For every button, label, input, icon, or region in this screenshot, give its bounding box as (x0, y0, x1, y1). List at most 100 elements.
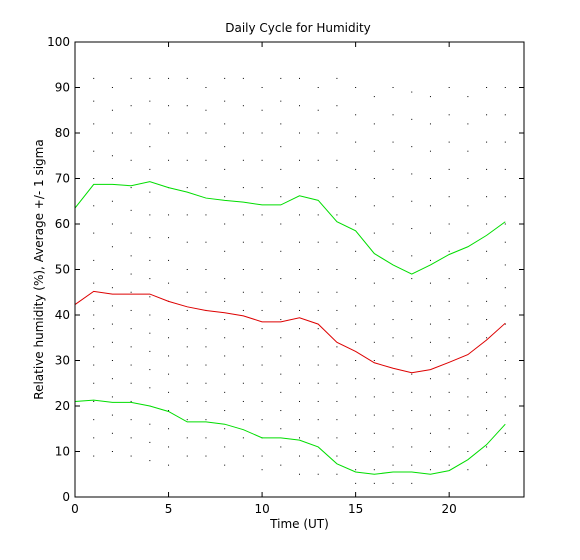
scatter-point (224, 123, 226, 125)
scatter-point (355, 451, 357, 452)
scatter-point (149, 168, 151, 170)
scatter-point (299, 328, 300, 330)
scatter-point (186, 159, 188, 161)
scatter-point (429, 396, 431, 398)
y-tick-label: 0 (62, 490, 70, 504)
scatter-point (242, 328, 244, 330)
scatter-point (205, 346, 207, 348)
scatter-point (280, 319, 282, 321)
scatter-point (486, 168, 488, 170)
scatter-point (467, 323, 469, 325)
scatter-point (411, 228, 413, 230)
scatter-point (261, 346, 263, 348)
scatter-point (467, 96, 469, 98)
scatter-point (186, 400, 188, 402)
scatter-point (261, 364, 263, 366)
scatter-point (317, 455, 319, 457)
scatter-point (242, 269, 244, 270)
x-tick-label: 15 (348, 502, 363, 516)
scatter-point (392, 355, 394, 357)
scatter-point (504, 305, 506, 307)
scatter-point (504, 264, 506, 266)
scatter-point (168, 105, 170, 107)
scatter-point (411, 300, 413, 302)
scatter-point (411, 428, 413, 430)
scatter-point (205, 269, 207, 270)
scatter-point (280, 337, 282, 339)
scatter-point (261, 455, 263, 457)
scatter-point (373, 259, 375, 261)
scatter-point (299, 269, 300, 270)
scatter-point (411, 464, 413, 466)
scatter-point (299, 437, 300, 439)
scatter-point (504, 114, 506, 116)
scatter-point (280, 250, 282, 252)
scatter-point (317, 269, 319, 270)
scatter-point (467, 123, 469, 125)
scatter-point (261, 469, 263, 471)
scatter-point (205, 419, 207, 421)
scatter-point (224, 410, 226, 412)
scatter-point (149, 387, 151, 389)
scatter-point (448, 428, 450, 430)
scatter-point (317, 309, 319, 311)
scatter-point (429, 432, 431, 434)
scatter-point (486, 355, 488, 357)
scatter-point (392, 391, 394, 393)
scatter-point (411, 373, 413, 375)
scatter-point (168, 373, 170, 375)
scatter-point (486, 410, 488, 412)
scatter-point (355, 469, 357, 471)
scatter-point (317, 159, 319, 161)
scatter-point (317, 473, 319, 475)
scatter-point (168, 259, 170, 261)
scatter-point (486, 446, 488, 448)
scatter-point (392, 223, 394, 225)
scatter-point (130, 346, 132, 348)
scatter-point (130, 364, 132, 366)
scatter-point (411, 91, 413, 93)
scatter-point (392, 250, 394, 252)
scatter-point (411, 391, 413, 393)
scatter-point (93, 437, 95, 439)
scatter-point (111, 109, 113, 111)
scatter-point (111, 305, 113, 307)
scatter-point (299, 159, 300, 161)
scatter-point (261, 309, 263, 311)
scatter-point (429, 414, 431, 416)
scatter-point (504, 378, 506, 380)
scatter-point (261, 328, 263, 330)
scatter-point (504, 223, 506, 225)
scatter-point (486, 428, 488, 430)
scatter-point (111, 287, 113, 289)
scatter-point (504, 432, 506, 434)
scatter-point (486, 87, 488, 88)
scatter-point (130, 437, 132, 439)
scatter-point (224, 146, 226, 148)
scatter-point (186, 419, 188, 421)
scatter-point (336, 473, 338, 475)
scatter-point (373, 96, 375, 98)
scatter-point (149, 460, 151, 462)
scatter-point (205, 382, 207, 384)
scatter-point (149, 296, 151, 298)
scatter-point (373, 414, 375, 416)
scatter-point (467, 178, 469, 179)
scatter-point (242, 187, 244, 189)
scatter-point (168, 319, 170, 321)
scatter-point (111, 269, 113, 270)
ticks-layer: 0 5 10 15 20 0 10 20 30 40 50 60 70 80 90 100 (47, 35, 524, 516)
x-tick-label: 0 (71, 502, 79, 516)
chart-title: Daily Cycle for Humidity (225, 21, 371, 35)
scatter-point (205, 109, 207, 111)
scatter-point (205, 159, 207, 161)
scatter-point (392, 141, 394, 143)
scatter-point (242, 400, 244, 402)
series-line-plus-one-sigma (74, 181, 506, 275)
scatter-point (467, 414, 469, 416)
scatter-point (373, 396, 375, 398)
scatter-point (429, 323, 431, 325)
scatter-point (317, 214, 319, 216)
scatter-point (355, 360, 357, 361)
scatter-point (149, 100, 151, 102)
